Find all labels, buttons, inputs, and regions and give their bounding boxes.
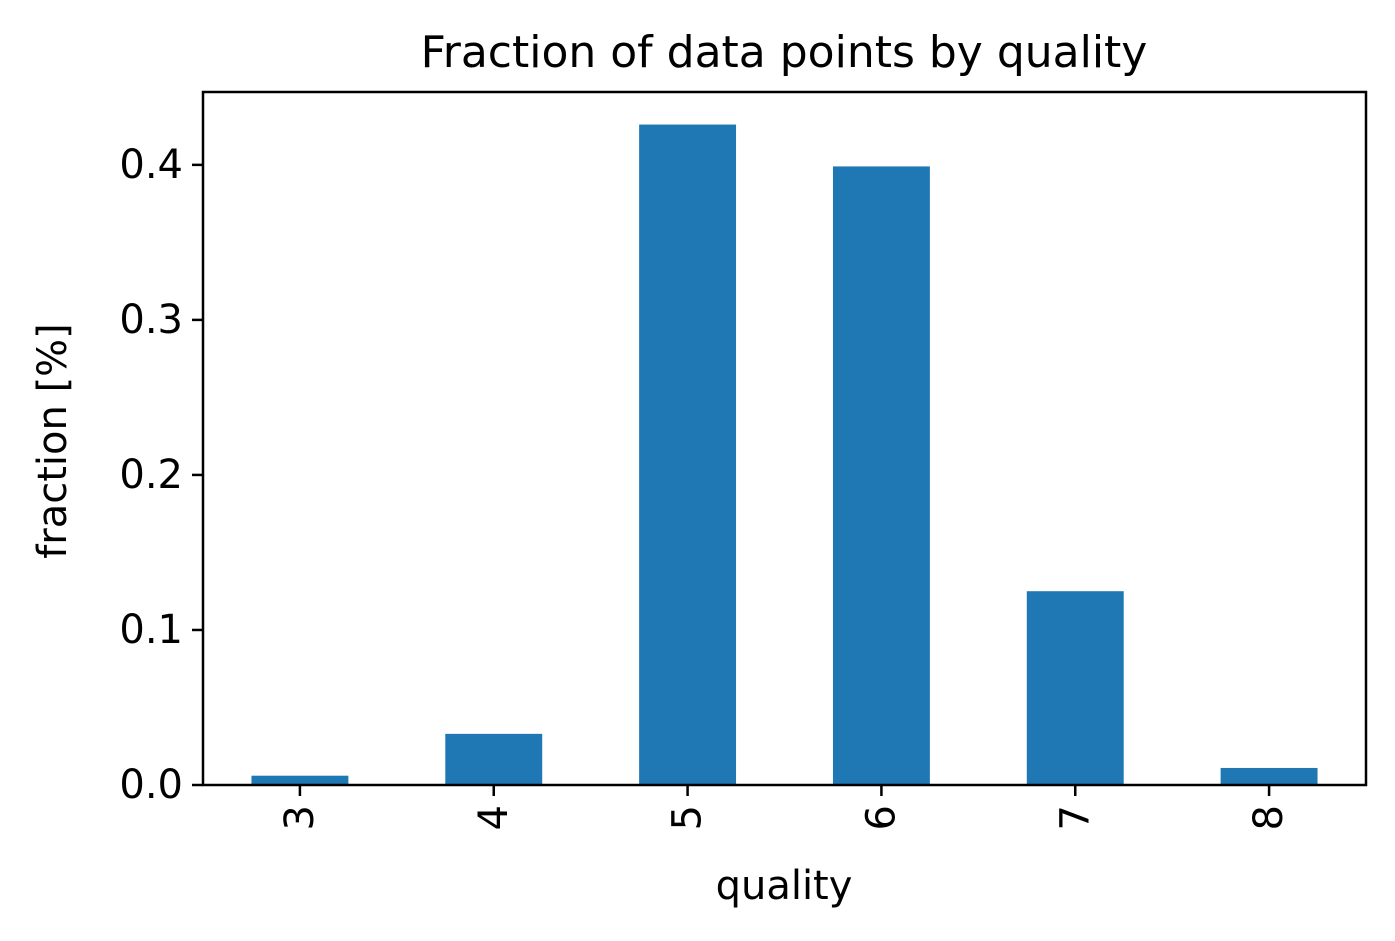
- y-axis-label: fraction [%]: [30, 323, 76, 559]
- x-axis-label: quality: [716, 863, 853, 909]
- plot-frame: [201, 90, 1368, 787]
- x-tick-label: 8: [1246, 805, 1292, 830]
- x-axis: 3 4 5 6 7 8: [277, 785, 1292, 830]
- y-tick-label: 0.0: [119, 762, 183, 808]
- y-tick-label: 0.3: [119, 297, 183, 343]
- chart-title: Fraction of data points by quality: [421, 27, 1148, 78]
- y-tick-label: 0.4: [119, 142, 183, 188]
- y-tick-label: 0.2: [119, 452, 183, 498]
- x-tick-label: 5: [665, 805, 711, 830]
- x-tick-label: 6: [858, 805, 904, 830]
- bar-quality-8: [1220, 767, 1318, 785]
- bar-quality-7: [1026, 591, 1124, 785]
- y-axis: 0.0 0.1 0.2 0.3 0.4: [119, 142, 203, 808]
- bar-quality-5: [639, 124, 737, 785]
- bars-group: [251, 124, 1318, 785]
- bar-quality-4: [445, 733, 543, 785]
- bar-quality-6: [832, 166, 930, 785]
- x-tick-label: 7: [1052, 805, 1098, 830]
- bar-quality-3: [251, 775, 349, 785]
- y-tick-label: 0.1: [119, 607, 183, 653]
- x-tick-label: 4: [471, 805, 517, 830]
- x-tick-label: 3: [277, 805, 323, 830]
